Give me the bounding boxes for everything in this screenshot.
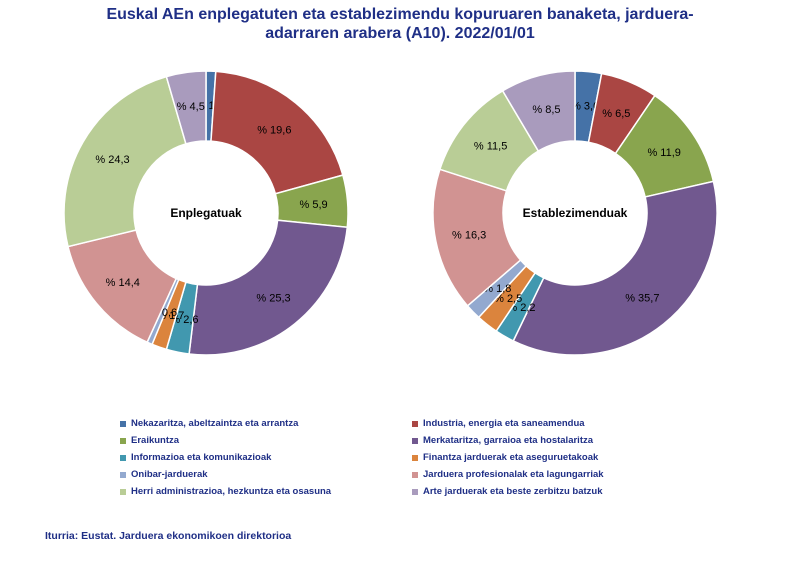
data-label-0-1: % 19,6 bbox=[257, 124, 291, 136]
chart-title: Euskal AEn enplegatuten eta establezimen… bbox=[0, 5, 800, 43]
data-label-0-3: % 25,3 bbox=[256, 292, 290, 304]
data-label-1-3: % 35,7 bbox=[625, 292, 659, 304]
donut-slice-0-8 bbox=[63, 75, 187, 248]
chart-title-line1: Euskal AEn enplegatuten eta establezimen… bbox=[106, 6, 694, 23]
donut-slice-0-9 bbox=[165, 70, 207, 145]
data-label-1-5: % 2,5 bbox=[494, 293, 522, 305]
data-label-0-8: % 24,3 bbox=[95, 154, 129, 166]
data-label-1-7: % 16,3 bbox=[452, 229, 486, 241]
chart-title-line2: adarraren arabera (A10). 2022/01/01 bbox=[265, 25, 535, 42]
center-label-0: Enplegatuak bbox=[170, 206, 242, 220]
data-label-0-7: % 14,4 bbox=[106, 277, 140, 289]
data-label-1-9: % 8,5 bbox=[532, 104, 560, 116]
center-label-1: Establezimenduak bbox=[523, 206, 628, 220]
donut-slice-1-3 bbox=[512, 180, 718, 356]
data-label-0-2: % 5,9 bbox=[300, 199, 328, 211]
data-label-1-8: % 11,5 bbox=[474, 141, 507, 153]
data-label-0-9: % 4,5 bbox=[177, 101, 205, 113]
donut-slice-0-1 bbox=[210, 70, 344, 195]
data-label-0-4: % 2,6 bbox=[170, 314, 198, 326]
donut-slice-0-3 bbox=[188, 219, 349, 356]
source-note: Iturria: Eustat. Jarduera ekonomikoen di… bbox=[45, 530, 292, 542]
data-label-1-1: % 6,5 bbox=[602, 108, 630, 120]
donut-slice-1-9 bbox=[501, 70, 576, 153]
data-label-1-0: % 3,0 bbox=[571, 100, 599, 112]
donut-establezimenduak: % 3,0% 6,5% 11,9% 35,7% 2,2% 2,5% 1,8% 1… bbox=[432, 70, 718, 356]
data-label-1-2: % 11,9 bbox=[647, 147, 680, 159]
donut-enplegatuak: % 1,1% 19,6% 5,9% 25,3% 2,6% 1,7% 0,6% 1… bbox=[63, 70, 349, 356]
